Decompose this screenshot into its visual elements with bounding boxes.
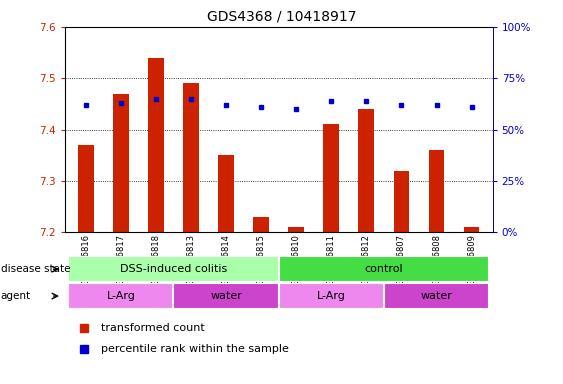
Text: DSS-induced colitis: DSS-induced colitis xyxy=(120,264,227,274)
Text: water: water xyxy=(421,291,453,301)
Bar xyxy=(148,58,164,232)
Bar xyxy=(323,124,339,232)
Bar xyxy=(218,155,234,232)
Bar xyxy=(68,256,279,282)
Text: percentile rank within the sample: percentile rank within the sample xyxy=(101,344,289,354)
Bar xyxy=(288,227,304,232)
Text: agent: agent xyxy=(1,291,31,301)
Text: control: control xyxy=(365,264,403,274)
Bar xyxy=(394,171,409,232)
Bar xyxy=(428,150,444,232)
Text: water: water xyxy=(210,291,242,301)
Bar xyxy=(68,283,173,309)
Text: L-Arg: L-Arg xyxy=(106,291,135,301)
Bar xyxy=(183,83,199,232)
Text: L-Arg: L-Arg xyxy=(317,291,346,301)
Bar xyxy=(113,94,129,232)
Bar xyxy=(359,109,374,232)
Bar xyxy=(464,227,480,232)
Bar xyxy=(279,283,384,309)
Bar xyxy=(279,256,489,282)
Text: disease state: disease state xyxy=(1,264,70,274)
Bar xyxy=(78,145,93,232)
Bar xyxy=(253,217,269,232)
Bar xyxy=(384,283,489,309)
Bar xyxy=(173,283,279,309)
Text: GDS4368 / 10418917: GDS4368 / 10418917 xyxy=(207,10,356,23)
Text: transformed count: transformed count xyxy=(101,323,205,333)
